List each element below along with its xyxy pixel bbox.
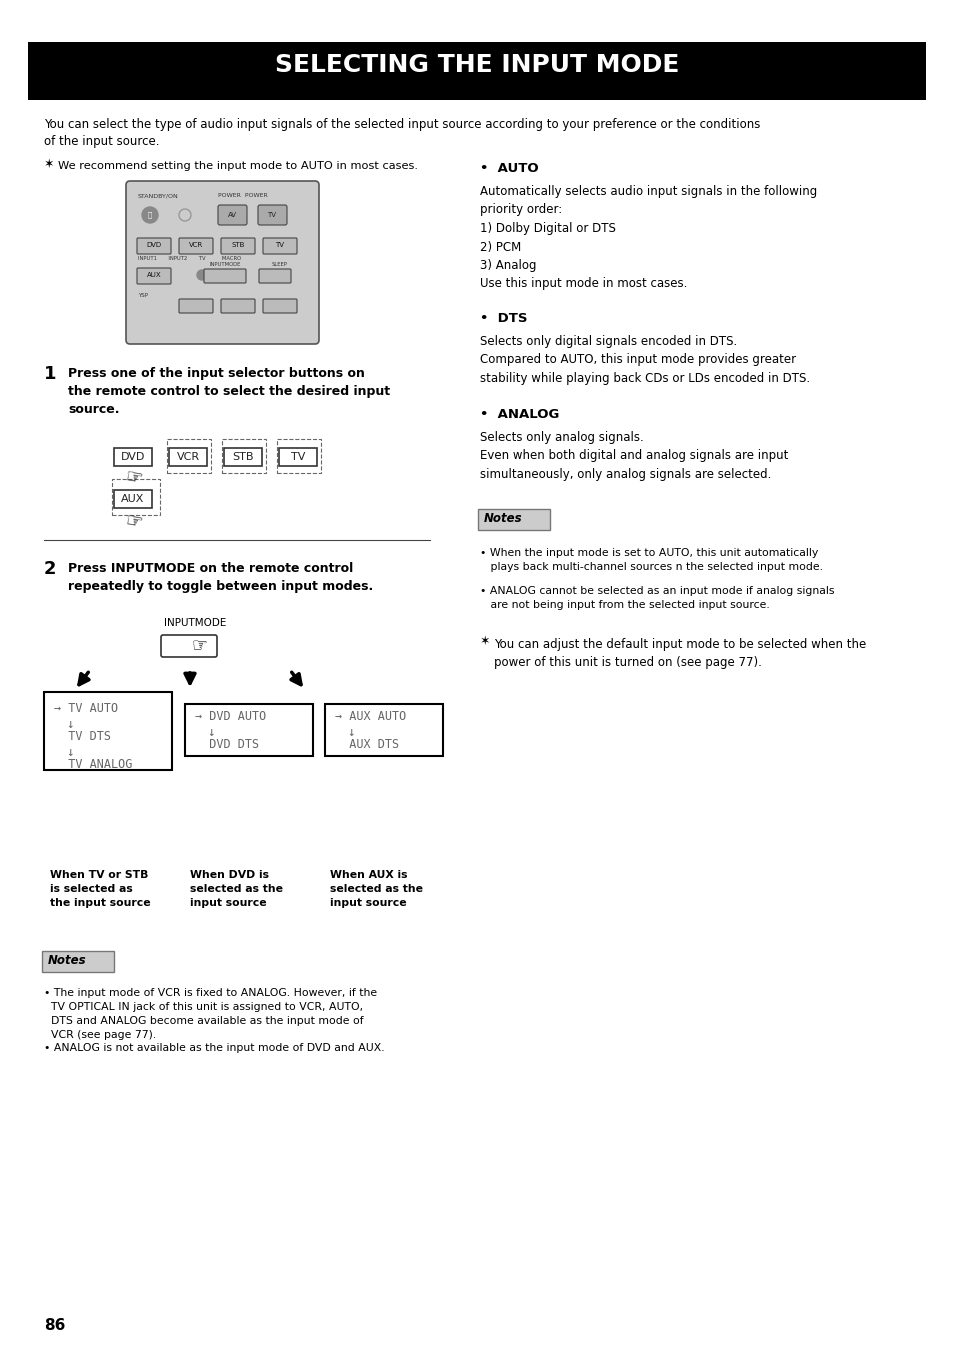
FancyBboxPatch shape [44, 692, 172, 770]
Text: → AUX AUTO: → AUX AUTO [335, 710, 406, 723]
Text: When TV or STB
is selected as
the input source: When TV or STB is selected as the input … [50, 869, 151, 909]
Text: INPUTMODE: INPUTMODE [209, 262, 240, 267]
FancyBboxPatch shape [263, 299, 296, 313]
Text: DVD: DVD [146, 243, 161, 248]
Text: You can select the type of audio input signals of the selected input source acco: You can select the type of audio input s… [44, 119, 760, 148]
Text: Automatically selects audio input signals in the following
priority order:
1) Do: Automatically selects audio input signal… [479, 185, 817, 291]
Text: •  DTS: • DTS [479, 311, 527, 325]
Text: STB: STB [231, 243, 244, 248]
Text: You can adjust the default input mode to be selected when the
power of this unit: You can adjust the default input mode to… [494, 638, 865, 669]
FancyBboxPatch shape [179, 239, 213, 253]
FancyBboxPatch shape [278, 448, 316, 466]
FancyBboxPatch shape [137, 268, 171, 284]
Text: ↓: ↓ [207, 727, 214, 739]
Text: Selects only digital signals encoded in DTS.
Compared to AUTO, this input mode p: Selects only digital signals encoded in … [479, 336, 809, 386]
FancyBboxPatch shape [263, 239, 296, 253]
FancyBboxPatch shape [42, 950, 113, 972]
Text: ☞: ☞ [123, 466, 143, 489]
Text: •  AUTO: • AUTO [479, 162, 538, 175]
Text: TV: TV [267, 212, 276, 218]
Text: INPUTMODE: INPUTMODE [164, 617, 226, 628]
FancyBboxPatch shape [204, 270, 246, 283]
FancyBboxPatch shape [477, 510, 550, 530]
FancyBboxPatch shape [218, 205, 247, 225]
FancyBboxPatch shape [137, 239, 171, 253]
Text: Press INPUTMODE on the remote control
repeatedly to toggle between input modes.: Press INPUTMODE on the remote control re… [68, 562, 373, 593]
Circle shape [196, 270, 207, 280]
Text: TV ANALOG: TV ANALOG [54, 758, 132, 771]
Text: TV: TV [291, 452, 305, 462]
Text: ✶: ✶ [479, 635, 490, 648]
FancyBboxPatch shape [113, 491, 152, 508]
Text: 86: 86 [44, 1318, 66, 1333]
Text: TV: TV [275, 243, 284, 248]
Text: VCR: VCR [176, 452, 199, 462]
Circle shape [142, 208, 158, 222]
FancyBboxPatch shape [224, 448, 262, 466]
Text: Notes: Notes [48, 954, 87, 968]
Text: We recommend setting the input mode to AUTO in most cases.: We recommend setting the input mode to A… [58, 160, 417, 171]
Text: → TV AUTO: → TV AUTO [54, 702, 118, 714]
FancyBboxPatch shape [257, 205, 287, 225]
Text: INPUT1       INPUT2       TV          MACRO: INPUT1 INPUT2 TV MACRO [138, 256, 241, 262]
Text: TV DTS: TV DTS [54, 731, 111, 743]
Text: DVD: DVD [121, 452, 145, 462]
Text: ↓: ↓ [66, 745, 73, 759]
Text: • ANALOG is not available as the input mode of DVD and AUX.: • ANALOG is not available as the input m… [44, 1043, 384, 1053]
FancyBboxPatch shape [113, 448, 152, 466]
Text: POWER  POWER: POWER POWER [218, 193, 268, 198]
Text: STB: STB [232, 452, 253, 462]
Text: SELECTING THE INPUT MODE: SELECTING THE INPUT MODE [274, 53, 679, 77]
Text: AUX DTS: AUX DTS [335, 737, 398, 751]
Bar [28, 42, 925, 100]
Text: STANDBY/ON: STANDBY/ON [138, 193, 178, 198]
FancyBboxPatch shape [325, 704, 442, 756]
Text: Notes: Notes [483, 512, 522, 526]
FancyBboxPatch shape [161, 635, 216, 656]
Text: Press one of the input selector buttons on
the remote control to select the desi: Press one of the input selector buttons … [68, 367, 390, 417]
Text: AV: AV [227, 212, 236, 218]
FancyBboxPatch shape [126, 181, 318, 344]
Text: ✶: ✶ [44, 158, 54, 171]
Text: AUX: AUX [121, 493, 145, 504]
Text: ↓: ↓ [66, 718, 73, 731]
Text: Selects only analog signals.
Even when both digital and analog signals are input: Selects only analog signals. Even when b… [479, 431, 787, 481]
Text: ☞: ☞ [123, 511, 143, 532]
Text: 2: 2 [44, 559, 56, 578]
Text: When AUX is
selected as the
input source: When AUX is selected as the input source [330, 869, 422, 909]
Text: → DVD AUTO: → DVD AUTO [194, 710, 266, 723]
Text: •  ANALOG: • ANALOG [479, 408, 558, 421]
Text: • When the input mode is set to AUTO, this unit automatically
   plays back mult: • When the input mode is set to AUTO, th… [479, 549, 822, 572]
Text: VCR: VCR [189, 243, 203, 248]
Text: • ANALOG cannot be selected as an input mode if analog signals
   are not being : • ANALOG cannot be selected as an input … [479, 586, 834, 611]
FancyBboxPatch shape [185, 704, 313, 756]
FancyBboxPatch shape [169, 448, 207, 466]
Text: ☞: ☞ [192, 636, 208, 654]
FancyBboxPatch shape [258, 270, 291, 283]
Text: SLEEP: SLEEP [272, 262, 288, 267]
Text: When DVD is
selected as the
input source: When DVD is selected as the input source [190, 869, 283, 909]
Text: • The input mode of VCR is fixed to ANALOG. However, if the
  TV OPTICAL IN jack: • The input mode of VCR is fixed to ANAL… [44, 988, 376, 1041]
Text: YSP: YSP [138, 293, 148, 298]
FancyBboxPatch shape [179, 299, 213, 313]
Text: DVD DTS: DVD DTS [194, 737, 259, 751]
FancyBboxPatch shape [221, 299, 254, 313]
Text: 1: 1 [44, 365, 56, 383]
FancyBboxPatch shape [221, 239, 254, 253]
Text: ↓: ↓ [347, 727, 355, 739]
Text: AUX: AUX [147, 272, 161, 278]
Text: ⏻: ⏻ [148, 212, 152, 218]
